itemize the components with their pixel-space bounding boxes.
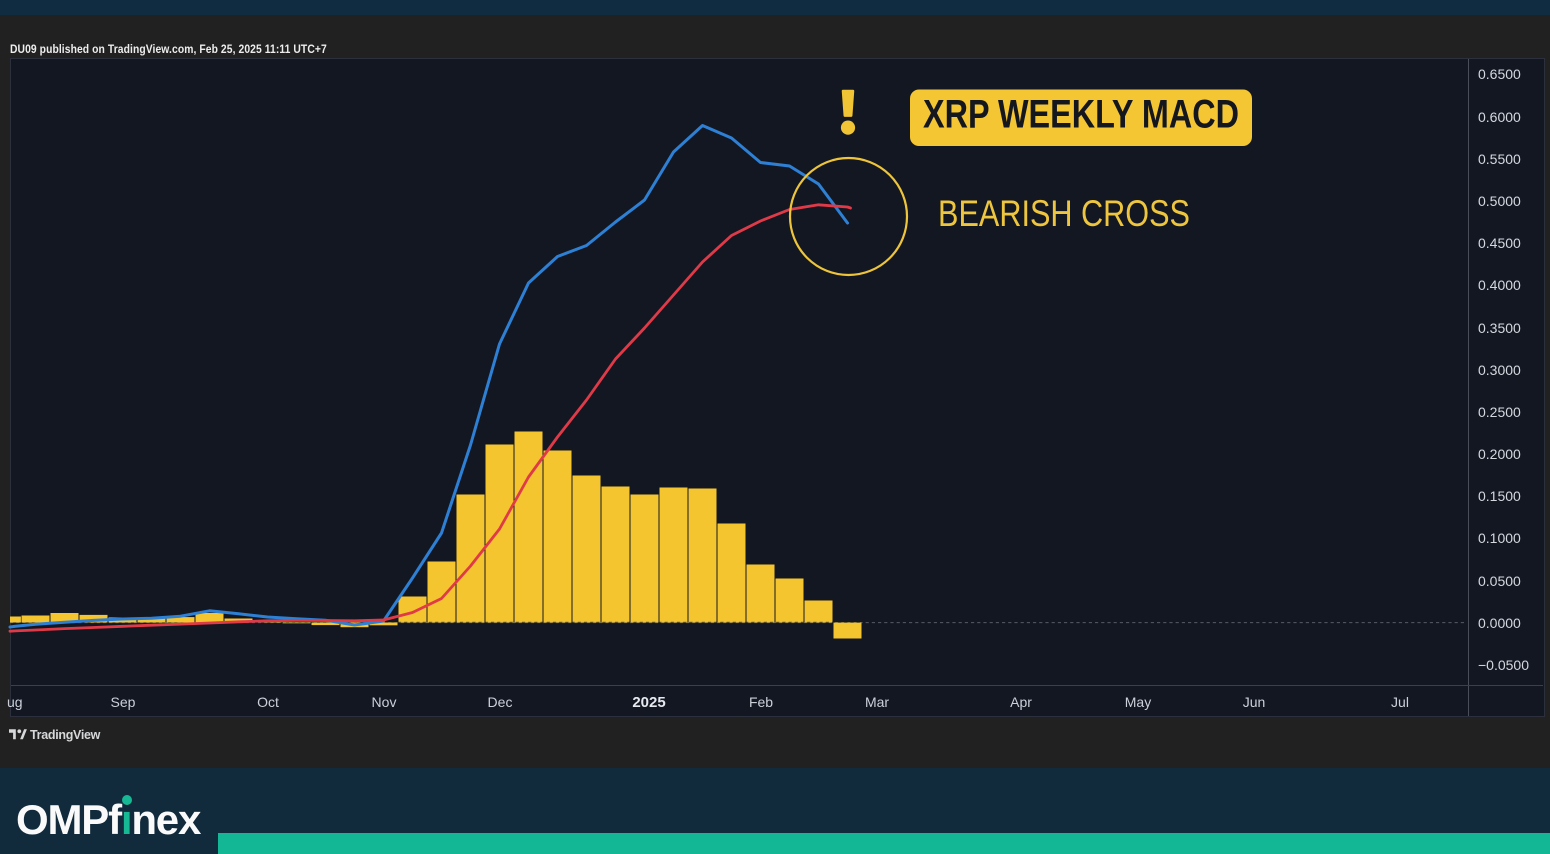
svg-text:BEARISH CROSS: BEARISH CROSS [938, 192, 1190, 234]
svg-text:XRP WEEKLY MACD: XRP WEEKLY MACD [923, 93, 1239, 137]
